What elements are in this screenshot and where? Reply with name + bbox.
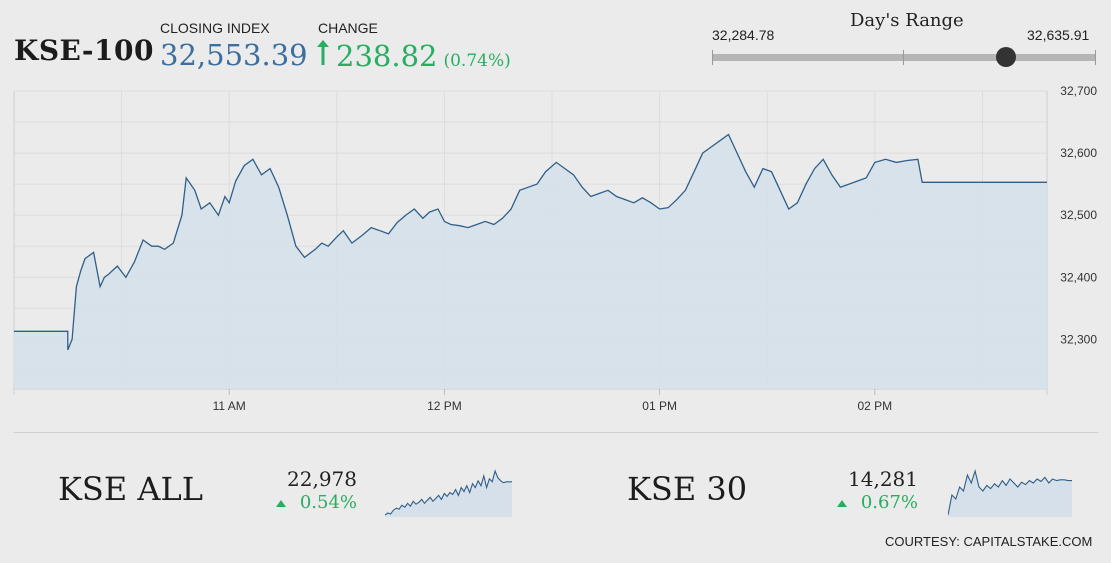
y-tick-label: 32,400 — [1060, 270, 1097, 284]
kse-all-change-percent: 0.54% — [299, 492, 357, 513]
x-tick-label: 01 PM — [642, 399, 677, 413]
change-value: 238.82 — [336, 39, 438, 73]
kse100-intraday-chart: 32,300 32,400 32,500 32,600 32,700 11 AM 12 PM… — [13, 85, 1097, 413]
series-area — [14, 134, 1047, 389]
y-tick-label: 32,300 — [1060, 332, 1097, 346]
up-arrow-icon — [317, 40, 329, 65]
days-range-low: 32,284.78 — [712, 27, 775, 43]
y-tick-label: 32,600 — [1060, 146, 1097, 160]
x-tick-label: 11 AM — [213, 399, 246, 413]
kse-all-value: 22,978 — [287, 467, 357, 491]
x-tick-label: 02 PM — [857, 399, 892, 413]
sparkline-area — [948, 471, 1072, 517]
sparkline-line — [948, 468, 1072, 516]
range-tick — [903, 50, 904, 65]
series-line — [14, 133, 1047, 351]
y-tick-label: 32,700 — [1060, 85, 1097, 98]
kse-30-sparkline — [948, 468, 1072, 517]
up-triangle-icon — [275, 499, 286, 507]
days-range-title: Day's Range — [850, 10, 964, 31]
closing-index-value: 32,553.39 — [160, 38, 308, 72]
change-group: 238.82 (0.74%) — [316, 38, 511, 73]
change-percent: (0.74%) — [443, 51, 511, 71]
sparkline-line — [385, 469, 512, 516]
kse-all-change: 0.54% — [267, 492, 357, 513]
change-label: CHANGE — [318, 20, 378, 36]
range-tick — [1095, 50, 1096, 65]
divider — [14, 432, 1098, 433]
kse-30-value: 14,281 — [848, 467, 918, 491]
closing-index-label: CLOSING INDEX — [160, 20, 270, 36]
kse-all-name: KSE ALL — [58, 470, 203, 508]
days-range-bar — [712, 47, 1096, 67]
up-triangle-icon — [836, 499, 847, 507]
kse-30-name: KSE 30 — [627, 470, 748, 508]
y-tick-label: 32,500 — [1060, 208, 1097, 222]
days-range-high: 32,635.91 — [1027, 27, 1090, 43]
index-name: KSE-100 — [14, 34, 154, 67]
days-range-marker — [995, 47, 1016, 67]
x-tick-label: 12 PM — [427, 399, 462, 413]
kse-all-sparkline — [385, 469, 512, 517]
kse-30-change: 0.67% — [828, 492, 918, 513]
sparkline-area — [385, 471, 512, 517]
courtesy-credit: COURTESY: CAPITALSTAKE.COM — [885, 534, 1093, 549]
kse-30-change-percent: 0.67% — [860, 492, 918, 513]
range-tick — [712, 50, 713, 65]
